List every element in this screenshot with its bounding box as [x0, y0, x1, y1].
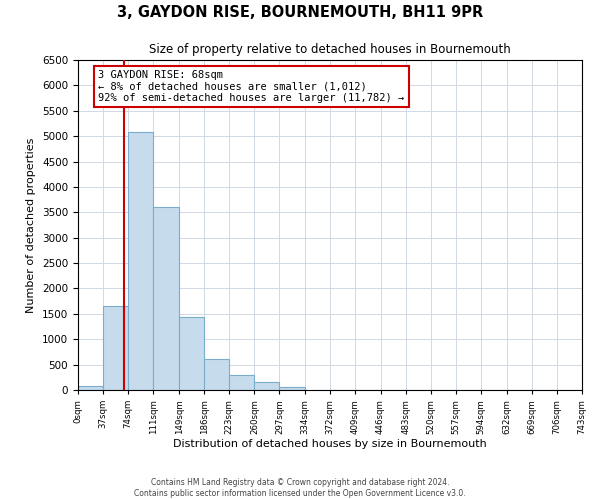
Text: Contains HM Land Registry data © Crown copyright and database right 2024.
Contai: Contains HM Land Registry data © Crown c… — [134, 478, 466, 498]
Bar — [128, 132, 153, 390]
Bar — [78, 386, 103, 390]
Bar — [229, 375, 254, 390]
Text: 3 GAYDON RISE: 68sqm
← 8% of detached houses are smaller (1,012)
92% of semi-det: 3 GAYDON RISE: 68sqm ← 8% of detached ho… — [98, 70, 404, 103]
Bar — [153, 207, 179, 390]
Bar — [204, 359, 229, 390]
Y-axis label: Number of detached properties: Number of detached properties — [26, 138, 37, 312]
Bar — [179, 318, 204, 390]
X-axis label: Distribution of detached houses by size in Bournemouth: Distribution of detached houses by size … — [173, 440, 487, 450]
Title: Size of property relative to detached houses in Bournemouth: Size of property relative to detached ho… — [149, 43, 511, 56]
Bar — [254, 382, 280, 390]
Bar — [103, 306, 128, 390]
Text: 3, GAYDON RISE, BOURNEMOUTH, BH11 9PR: 3, GAYDON RISE, BOURNEMOUTH, BH11 9PR — [117, 5, 483, 20]
Bar — [280, 388, 305, 390]
